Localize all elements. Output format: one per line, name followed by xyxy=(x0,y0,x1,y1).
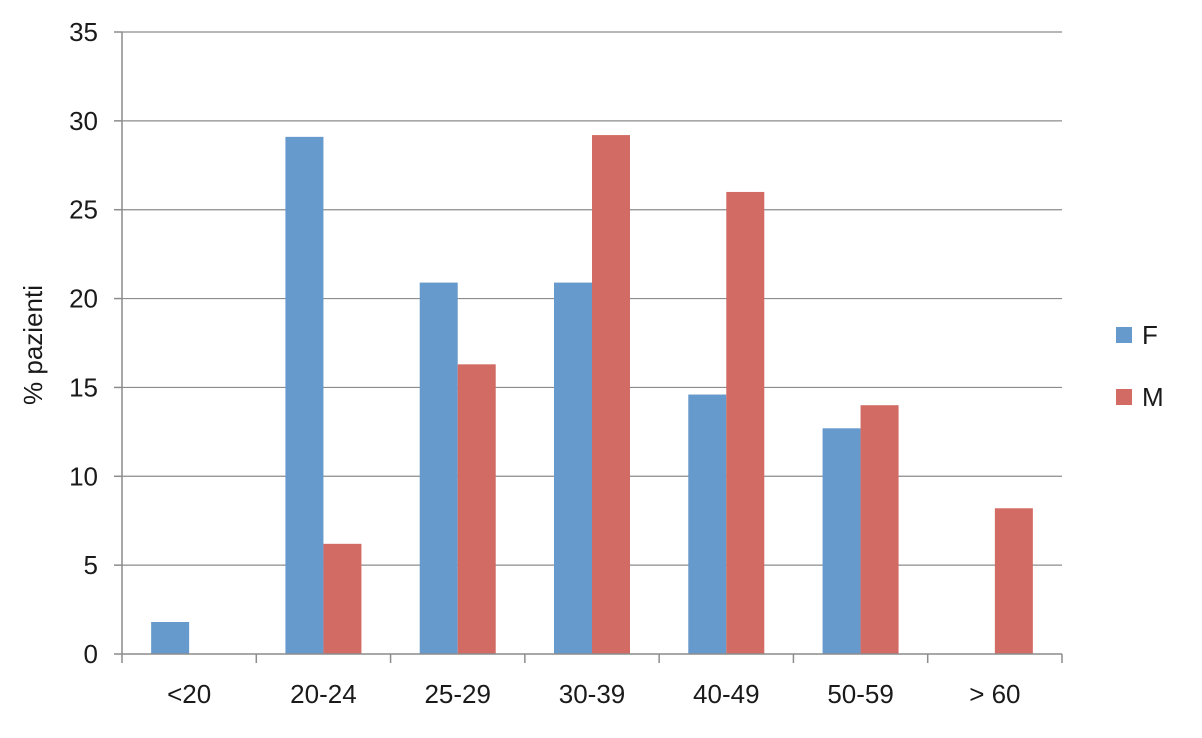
legend-label-F: F xyxy=(1142,320,1158,350)
y-tick-label: 0 xyxy=(84,639,98,669)
legend: FM xyxy=(1116,320,1164,412)
bars xyxy=(151,135,1033,654)
legend-swatch-M xyxy=(1116,389,1132,405)
x-tick-label: <20 xyxy=(167,679,211,709)
bar-F-3 xyxy=(554,282,592,654)
bar-M-3 xyxy=(592,135,630,654)
bar-M-5 xyxy=(860,405,899,654)
bar-F-4 xyxy=(688,394,727,654)
legend-swatch-F xyxy=(1116,327,1132,343)
bar-M-1 xyxy=(323,543,362,654)
bar-M-4 xyxy=(726,191,765,654)
axes xyxy=(114,31,1063,663)
y-tick-label: 10 xyxy=(69,461,98,491)
bar-F-2 xyxy=(419,282,458,654)
y-tick-label: 25 xyxy=(69,195,98,225)
bar-M-6 xyxy=(994,508,1033,654)
y-tick-labels: 0 5 10 15 20 25 30 35 xyxy=(69,17,98,669)
x-tick-labels: <20 20-24 25-29 30-39 40-49 50-59 > 60 xyxy=(167,679,1020,709)
y-tick-label: 35 xyxy=(69,17,98,47)
bar-F-1 xyxy=(285,136,324,654)
x-tick-label: 25-29 xyxy=(424,679,491,709)
x-tick-label: 20-24 xyxy=(290,679,357,709)
x-tick-label: 50-59 xyxy=(827,679,894,709)
x-tick-label: 40-49 xyxy=(693,679,760,709)
y-axis-title: % pazienti xyxy=(18,285,48,405)
bar-M-2 xyxy=(457,364,496,654)
y-tick-label: 30 xyxy=(69,106,98,136)
bar-F-0 xyxy=(151,622,190,654)
y-tick-label: 20 xyxy=(69,284,98,314)
y-tick-label: 15 xyxy=(69,372,98,402)
bar-F-5 xyxy=(822,428,861,654)
legend-label-M: M xyxy=(1142,382,1164,412)
x-tick-label: > 60 xyxy=(969,679,1020,709)
y-tick-label: 5 xyxy=(84,550,98,580)
x-tick-label: 30-39 xyxy=(559,679,626,709)
